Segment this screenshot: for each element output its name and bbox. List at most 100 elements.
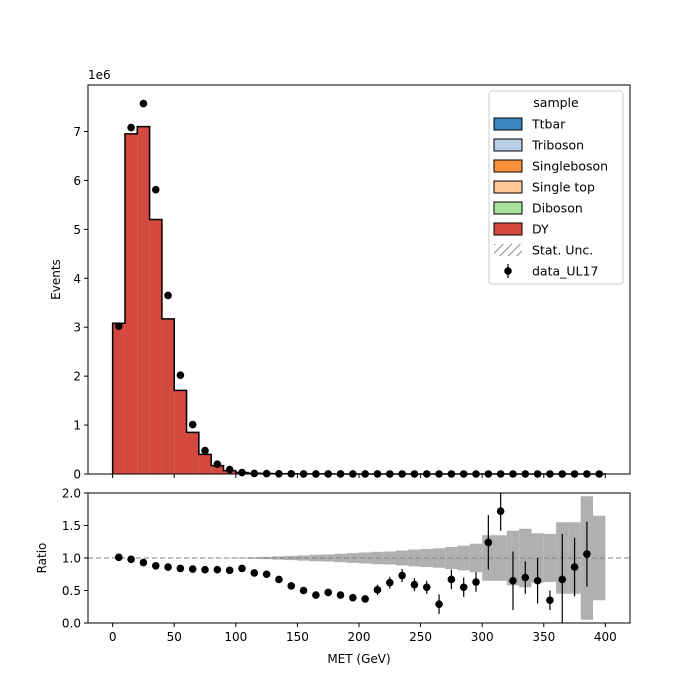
legend-swatch-triboson <box>493 138 523 152</box>
stat-unc-bin-20 <box>359 552 372 564</box>
stat-unc-bin-13 <box>272 556 286 560</box>
ratio-marker-8 <box>213 565 222 574</box>
ratio-marker-16 <box>312 591 320 599</box>
data-point-9 <box>225 465 234 474</box>
legend-entry-singleboson: Singleboson <box>493 159 608 174</box>
main-axes-frame <box>87 84 631 475</box>
ratio-point-26 <box>435 594 443 614</box>
ratio-marker-15 <box>299 586 308 595</box>
stat-unc-bin-24 <box>408 549 421 567</box>
ratio-x-tick-label-8: 400 <box>594 630 617 644</box>
ratio-point-7 <box>201 565 209 574</box>
stat-unc-bin-39 <box>593 515 606 601</box>
bar-dy-6 <box>186 432 199 474</box>
stat-unc-band <box>112 496 606 620</box>
ratio-point-27 <box>447 569 456 590</box>
ratio-point-23 <box>398 569 406 583</box>
ratio-marker-19 <box>349 593 357 602</box>
ratio-point-15 <box>299 586 308 595</box>
bar-dy-4 <box>161 318 175 474</box>
stacked-histogram <box>112 126 606 475</box>
legend-label-dy: DY <box>532 222 549 237</box>
ratio-x-tick-label-7: 350 <box>532 630 555 644</box>
legend-title: sample <box>533 95 579 110</box>
ratio-x-axis-label: MET (GeV) <box>327 652 390 666</box>
legend-label-diboson: Diboson <box>532 201 583 216</box>
data-point-5 <box>176 371 185 379</box>
main-y-tick-label-3: 3 <box>73 321 81 335</box>
stat-unc-bin-35 <box>543 533 557 583</box>
ratio-point-11 <box>250 569 259 577</box>
ratio-marker-13 <box>275 575 283 584</box>
ratio-marker-34 <box>533 576 542 585</box>
ratio-marker-4 <box>164 563 172 571</box>
main-y-tick-label-0: 0 <box>73 468 81 482</box>
main-y-tick-label-5: 5 <box>73 223 81 237</box>
main-y-tick-label-2: 2 <box>73 370 81 384</box>
ratio-marker-11 <box>250 569 259 577</box>
bar-dy-7 <box>198 454 212 474</box>
ratio-x-tick-label-4: 200 <box>348 630 371 644</box>
ratio-point-34 <box>533 558 542 604</box>
legend-entry-diboson: Diboson <box>493 201 583 216</box>
data-point-6 <box>188 420 197 429</box>
data-point-4 <box>164 291 172 300</box>
ratio-point-8 <box>213 565 222 574</box>
legend-label-stat-unc-: Stat. Unc. <box>532 243 593 258</box>
data-point-10 <box>238 468 246 477</box>
ratio-point-30 <box>484 515 493 570</box>
legend-label-single-top: Single top <box>532 180 595 195</box>
data-point-8 <box>213 460 222 469</box>
legend-swatch-ttbar <box>493 117 523 131</box>
stat-unc-bin-9 <box>223 557 236 559</box>
ratio-point-17 <box>324 588 333 597</box>
bar-dy-3 <box>149 219 162 474</box>
ratio-marker-6 <box>188 565 197 573</box>
ratio-point-9 <box>225 566 234 575</box>
ratio-point-12 <box>262 570 271 579</box>
ratio-point-33 <box>521 561 530 594</box>
ratio-point-25 <box>422 580 431 594</box>
ratio-marker-17 <box>324 588 333 597</box>
main-y-ticks: 0 1 2 3 4 5 6 7 <box>73 125 88 482</box>
ratio-point-18 <box>336 591 345 599</box>
ratio-marker-36 <box>558 575 567 584</box>
bar-dy-5 <box>174 390 187 474</box>
ratio-marker-31 <box>496 507 505 515</box>
legend-label-data-ul17: data_UL17 <box>532 264 598 279</box>
legend-entries: Ttbar Triboson Singleboson Single top Diboso… <box>493 117 608 279</box>
ratio-axes-frame <box>87 492 631 624</box>
ratio-y-tick-label-4: 2.0 <box>62 487 81 501</box>
ratio-point-31 <box>496 493 505 531</box>
ratio-marker-27 <box>447 575 456 584</box>
legend-entry-triboson: Triboson <box>493 138 584 153</box>
ratio-point-38 <box>583 521 591 587</box>
bar-dy-0 <box>112 323 125 474</box>
stat-unc-bin-28 <box>457 545 470 571</box>
ratio-point-1 <box>127 555 135 564</box>
legend-swatch-singleboson <box>493 159 523 173</box>
ratio-x-tick-label-5: 250 <box>409 630 432 644</box>
ratio-point-3 <box>151 562 160 570</box>
ratio-marker-14 <box>287 582 296 590</box>
legend-entry-single-top: Single top <box>493 180 595 195</box>
ratio-marker-22 <box>385 578 394 587</box>
legend-entry-data-ul17: data_UL17 <box>504 264 598 279</box>
ratio-points <box>114 493 591 623</box>
ratio-marker-7 <box>201 565 209 574</box>
ratio-marker-29 <box>472 578 480 586</box>
ratio-x-ticks: 0 50 100 150 200 250 300 350 400 <box>109 623 617 644</box>
ratio-point-36 <box>558 533 567 623</box>
ratio-point-22 <box>385 576 394 589</box>
data-point-2 <box>139 99 148 108</box>
legend-label-triboson: Triboson <box>531 138 584 153</box>
ratio-marker-24 <box>410 580 419 589</box>
ratio-point-6 <box>188 565 197 573</box>
ratio-point-37 <box>570 537 579 597</box>
ratio-x-tick-label-2: 100 <box>224 630 247 644</box>
ratio-marker-35 <box>546 596 554 605</box>
stat-unc-bin-26 <box>432 548 446 568</box>
ratio-x-tick-label-1: 50 <box>167 630 182 644</box>
ratio-marker-1 <box>127 555 135 564</box>
ratio-point-32 <box>509 551 517 610</box>
